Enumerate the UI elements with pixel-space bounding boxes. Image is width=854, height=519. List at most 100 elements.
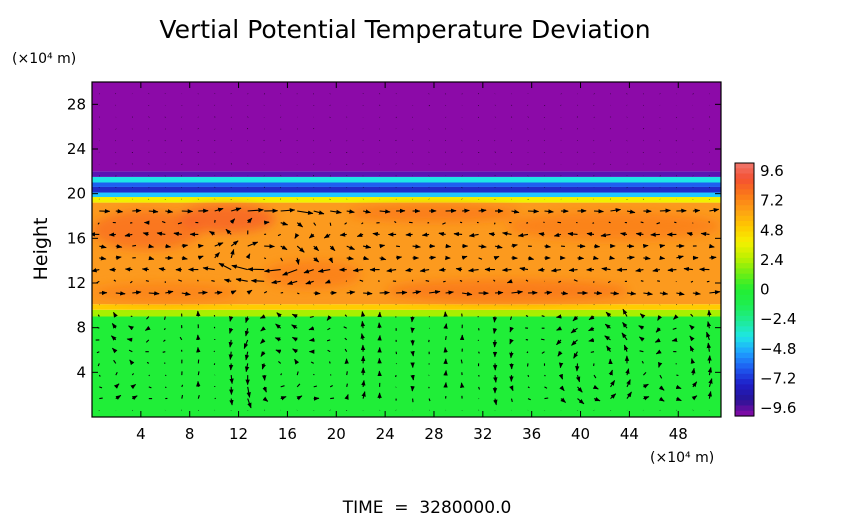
wind-vector-101 xyxy=(509,385,514,392)
wind-vector-653 xyxy=(214,207,224,213)
wind-vector-62 xyxy=(493,398,498,406)
colorbar-swatch-0 xyxy=(735,163,754,169)
wind-vector-253 xyxy=(509,338,514,345)
colorbar-swatch-11 xyxy=(735,220,754,227)
wind-vector-566 xyxy=(659,243,666,249)
colorbar-label-1: 7.2 xyxy=(760,192,784,210)
wind-vector-280 xyxy=(327,327,331,331)
wind-vector-109 xyxy=(642,383,649,389)
colorbar-swatch-18 xyxy=(735,257,754,264)
wind-vector-635 xyxy=(543,221,545,224)
wind-vector-469 xyxy=(303,269,314,274)
wind-vector-278 xyxy=(291,324,298,330)
wind-vector-432 xyxy=(324,279,331,284)
wind-vector-305 xyxy=(113,311,118,318)
wind-vector-200 xyxy=(260,351,266,357)
wind-vector-264 xyxy=(689,335,695,342)
wind-vector-215 xyxy=(509,351,514,359)
wind-vector-663 xyxy=(379,209,391,214)
colorbar-swatch-30 xyxy=(735,321,754,327)
wind-vector-387 xyxy=(214,290,223,295)
wind-vector-392 xyxy=(296,292,300,295)
wind-vector-593 xyxy=(468,232,479,238)
wind-vector-105 xyxy=(577,386,583,393)
wind-vector-399 xyxy=(412,290,422,295)
wind-vector-148 xyxy=(659,374,663,379)
wind-vector-49 xyxy=(280,396,287,401)
wind-vector-604 xyxy=(650,232,660,237)
colorbar: 9.6 7.2 4.8 2.4 0 −2.4 −4.8 −7.2 −9.6 xyxy=(734,162,796,417)
wind-vector-682 xyxy=(692,208,701,214)
wind-vector-434 xyxy=(359,279,364,282)
wind-vector-287 xyxy=(443,323,448,329)
wind-vector-680 xyxy=(659,208,671,213)
wind-vector-463 xyxy=(202,266,215,271)
wind-vectors xyxy=(92,93,721,412)
wind-vector-296 xyxy=(588,326,595,332)
wind-vector-146 xyxy=(625,368,630,376)
wind-vector-464 xyxy=(218,262,232,271)
x-tick-label-9: 40 xyxy=(571,425,590,443)
wind-vector-485 xyxy=(568,267,578,273)
wind-vector-401 xyxy=(445,290,454,295)
colorbar-label-0: 9.6 xyxy=(760,162,784,180)
wind-vector-87 xyxy=(280,385,285,388)
wind-vector-500 xyxy=(197,255,204,260)
wind-vector-230 xyxy=(126,337,133,343)
wind-vector-221 xyxy=(606,345,612,353)
heatmap-field xyxy=(92,82,721,417)
wind-vector-668 xyxy=(462,208,470,214)
wind-vector-224 xyxy=(655,349,662,355)
wind-vector-683 xyxy=(709,208,720,213)
wind-vector-69 xyxy=(610,393,617,400)
wind-vector-535 xyxy=(148,243,155,249)
wind-vector-621 xyxy=(313,222,317,226)
colorbar-swatch-10 xyxy=(735,215,754,222)
wind-vector-226 xyxy=(689,345,695,352)
colorbar-swatch-32 xyxy=(735,331,754,338)
colorbar-label-7: −7.2 xyxy=(760,369,796,387)
wind-vector-402 xyxy=(462,291,473,296)
colorbar-swatch-17 xyxy=(735,252,754,259)
wind-vector-598 xyxy=(553,232,562,237)
wind-vector-524 xyxy=(592,255,599,260)
wind-vector-673 xyxy=(544,209,554,214)
colorbar-swatch-44 xyxy=(735,394,754,401)
wind-vector-639 xyxy=(608,221,611,224)
wind-vector-677 xyxy=(610,208,622,213)
warm-patch-5 xyxy=(262,260,361,289)
wind-vector-108 xyxy=(626,379,631,388)
wind-vector-138 xyxy=(493,375,498,383)
wind-vector-619 xyxy=(280,221,289,226)
y-tick-label-0: 4 xyxy=(76,363,86,381)
wind-vector-527 xyxy=(643,255,651,261)
wind-vector-111 xyxy=(675,384,682,390)
wind-vector-517 xyxy=(478,257,483,260)
wind-vector-428 xyxy=(250,278,265,284)
wind-vector-590 xyxy=(421,232,430,237)
wind-vector-76 xyxy=(99,386,103,389)
colorbar-label-6: −4.8 xyxy=(760,340,796,358)
wind-vector-616 xyxy=(229,218,236,224)
layer-band-6 xyxy=(92,186,721,193)
wind-vector-629 xyxy=(442,222,446,225)
wind-vector-661 xyxy=(346,209,355,214)
wind-vector-658 xyxy=(297,210,314,215)
wind-vector-141 xyxy=(544,374,546,377)
wind-vector-186 xyxy=(658,361,663,368)
wind-vector-569 xyxy=(708,243,715,249)
wind-vector-413 xyxy=(643,291,653,296)
wind-vector-520 xyxy=(527,255,535,261)
wind-vector-81 xyxy=(181,384,184,388)
wind-vector-262 xyxy=(654,338,661,343)
wind-vector-330 xyxy=(525,315,529,317)
wind-vector-577 xyxy=(209,230,215,236)
wind-vector-514 xyxy=(429,255,437,260)
wind-vector-135 xyxy=(443,370,448,376)
wind-vector-420 xyxy=(129,280,133,284)
wind-vector-137 xyxy=(478,374,480,377)
wind-vector-499 xyxy=(181,255,188,261)
wind-vector-323 xyxy=(410,316,415,323)
wind-vector-308 xyxy=(163,316,166,320)
colorbar-label-2: 4.8 xyxy=(760,221,784,239)
